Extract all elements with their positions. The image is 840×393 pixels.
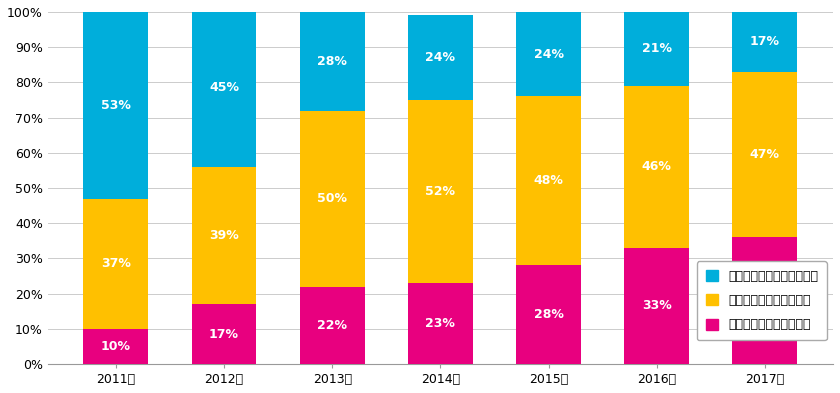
Bar bbox=[732, 12, 797, 72]
Bar bbox=[408, 100, 473, 283]
Text: 17%: 17% bbox=[209, 328, 239, 341]
Text: 10%: 10% bbox=[101, 340, 131, 353]
Bar bbox=[516, 96, 581, 265]
Bar bbox=[192, 167, 256, 304]
Bar bbox=[624, 248, 689, 364]
Text: 28%: 28% bbox=[318, 55, 347, 68]
Bar bbox=[83, 329, 149, 364]
Text: 53%: 53% bbox=[101, 99, 131, 112]
Text: 50%: 50% bbox=[318, 192, 347, 205]
Bar bbox=[516, 265, 581, 364]
Bar bbox=[300, 286, 365, 364]
Bar bbox=[624, 12, 689, 86]
Text: 39%: 39% bbox=[209, 229, 239, 242]
Text: 24%: 24% bbox=[425, 51, 455, 64]
Text: 36%: 36% bbox=[750, 294, 780, 307]
Bar bbox=[192, 8, 256, 167]
Bar bbox=[83, 198, 149, 329]
Bar bbox=[408, 283, 473, 364]
Text: 22%: 22% bbox=[318, 319, 347, 332]
Text: 47%: 47% bbox=[750, 148, 780, 161]
Text: 48%: 48% bbox=[533, 174, 564, 187]
Text: 23%: 23% bbox=[425, 317, 455, 330]
Bar bbox=[516, 12, 581, 96]
Text: 52%: 52% bbox=[425, 185, 455, 198]
Text: 21%: 21% bbox=[642, 42, 672, 55]
Bar bbox=[408, 15, 473, 100]
Bar bbox=[300, 12, 365, 110]
Bar bbox=[192, 304, 256, 364]
Text: 33%: 33% bbox=[642, 299, 672, 312]
Bar bbox=[624, 86, 689, 248]
Bar bbox=[732, 72, 797, 237]
Text: 37%: 37% bbox=[101, 257, 131, 270]
Text: 46%: 46% bbox=[642, 160, 672, 173]
Text: 28%: 28% bbox=[533, 308, 564, 321]
Legend: 以前より厳しくなっている, 以前とあまり変わらない, 以前より良くなっている: 以前より厳しくなっている, 以前とあまり変わらない, 以前より良くなっている bbox=[697, 261, 827, 340]
Bar bbox=[83, 12, 149, 198]
Bar bbox=[732, 237, 797, 364]
Text: 24%: 24% bbox=[533, 48, 564, 61]
Bar bbox=[300, 110, 365, 286]
Text: 45%: 45% bbox=[209, 81, 239, 94]
Text: 17%: 17% bbox=[750, 35, 780, 48]
